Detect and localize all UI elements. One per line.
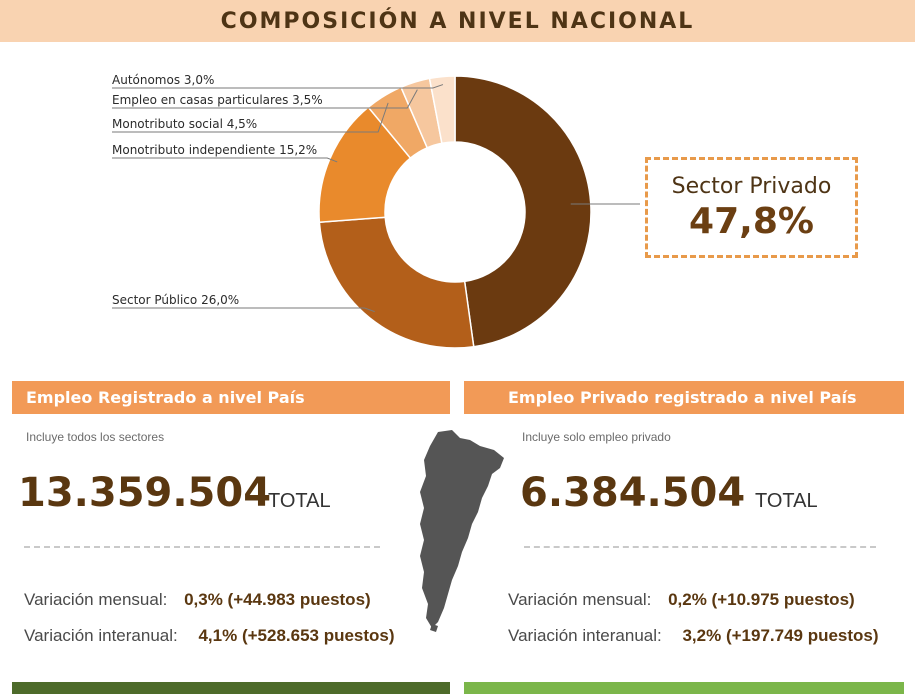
left-yearly-row: Variación interanual: 4,1% (+528.653 pue…	[24, 626, 395, 646]
callout-value: 47,8%	[689, 200, 814, 242]
left-panel-subtitle: Incluye todos los sectores	[26, 430, 165, 444]
right-yearly-value: 3,2% (+197.749 puestos)	[682, 626, 879, 645]
slice-label-1: Sector Público 26,0%	[112, 293, 239, 307]
right-monthly-row: Variación mensual: 0,2% (+10.975 puestos…	[508, 590, 855, 610]
donut-slice-1	[318, 216, 475, 349]
slice-label-3: Monotributo social 4,5%	[112, 117, 257, 131]
right-yearly-label: Variación interanual:	[508, 626, 662, 645]
left-monthly-label: Variación mensual:	[24, 590, 168, 609]
leader-line-1	[112, 307, 375, 313]
callout-name: Sector Privado	[671, 173, 832, 199]
right-monthly-label: Variación mensual:	[508, 590, 652, 609]
right-total-number: 6.384.504	[520, 470, 746, 516]
slice-label-2: Monotributo independiente 15,2%	[112, 143, 317, 157]
right-panel-subtitle: Incluye solo empleo privado	[522, 430, 671, 444]
donut-chart: Sector Público 26,0% Monotributo independ…	[112, 73, 640, 349]
page-title: COMPOSICIÓN A NIVEL NACIONAL	[220, 8, 695, 34]
leader-line-4	[112, 89, 418, 109]
right-total-word: TOTAL	[755, 490, 818, 512]
left-total-number: 13.359.504	[18, 470, 272, 516]
bottom-right-strip	[464, 682, 904, 694]
argentina-map-icon	[420, 430, 504, 632]
left-monthly-value: 0,3% (+44.983 puestos)	[184, 590, 371, 609]
right-panel-title: Empleo Privado registrado a nivel País	[464, 381, 904, 414]
left-divider	[24, 546, 380, 548]
sector-privado-callout: Sector Privado 47,8%	[645, 157, 858, 258]
left-yearly-value: 4,1% (+528.653 puestos)	[198, 626, 395, 645]
leader-line-2	[112, 157, 338, 163]
left-panel-title: Empleo Registrado a nivel País	[12, 381, 450, 414]
slice-label-4: Empleo en casas particulares 3,5%	[112, 93, 323, 107]
left-total-word: TOTAL	[268, 490, 331, 512]
donut-slice-0	[454, 75, 592, 348]
donut-slice-5	[428, 75, 456, 145]
left-yearly-label: Variación interanual:	[24, 626, 178, 645]
slice-label-5: Autónomos 3,0%	[112, 73, 214, 87]
right-divider	[524, 546, 876, 548]
right-monthly-value: 0,2% (+10.975 puestos)	[668, 590, 855, 609]
leader-line-5	[112, 84, 444, 89]
bottom-left-strip	[12, 682, 450, 694]
left-monthly-row: Variación mensual: 0,3% (+44.983 puestos…	[24, 590, 371, 610]
right-yearly-row: Variación interanual: 3,2% (+197.749 pue…	[508, 626, 879, 646]
header-bar: COMPOSICIÓN A NIVEL NACIONAL	[0, 0, 915, 42]
leader-line-3	[112, 102, 389, 133]
